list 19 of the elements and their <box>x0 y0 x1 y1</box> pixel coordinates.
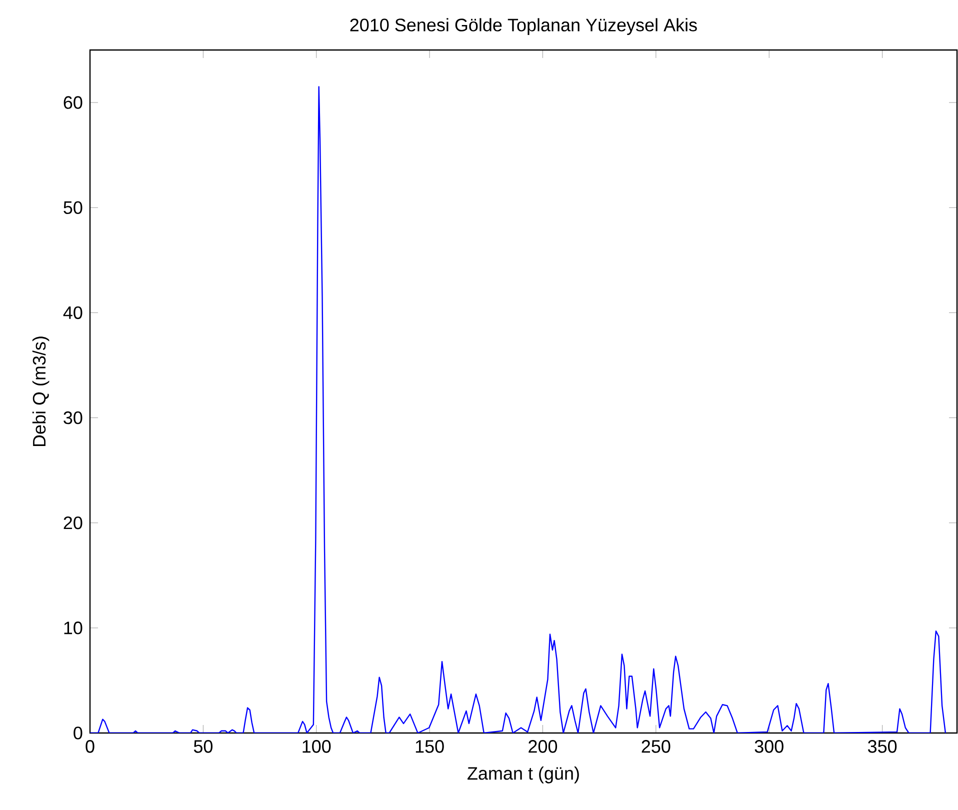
line-series <box>90 86 946 733</box>
y-tick-label: 20 <box>64 516 82 530</box>
x-tick-label: 350 <box>868 740 897 753</box>
x-tick-label: 250 <box>642 740 670 753</box>
x-tick-label: 50 <box>194 740 212 753</box>
y-tick-label: 10 <box>64 622 82 634</box>
y-tick-label: 50 <box>64 201 82 214</box>
x-tick-label: 150 <box>416 740 444 753</box>
y-axis-title: Debi Q (m3/s) <box>32 336 50 446</box>
x-tick-label: 100 <box>302 740 331 753</box>
y-tick-label: 30 <box>64 411 82 424</box>
x-tick-label: 200 <box>528 740 558 753</box>
y-tick-label: 60 <box>64 96 82 109</box>
y-tick-label: 40 <box>63 306 82 320</box>
x-axis-title: Zaman t (gün) <box>468 766 579 784</box>
x-tick-label: 300 <box>754 740 784 753</box>
x-tick-label: 0 <box>86 740 94 753</box>
y-tick-label: 0 <box>74 726 82 740</box>
chart-title: 2010 Senesi Gölde Toplanan Yüzeysel Akis <box>350 18 697 35</box>
